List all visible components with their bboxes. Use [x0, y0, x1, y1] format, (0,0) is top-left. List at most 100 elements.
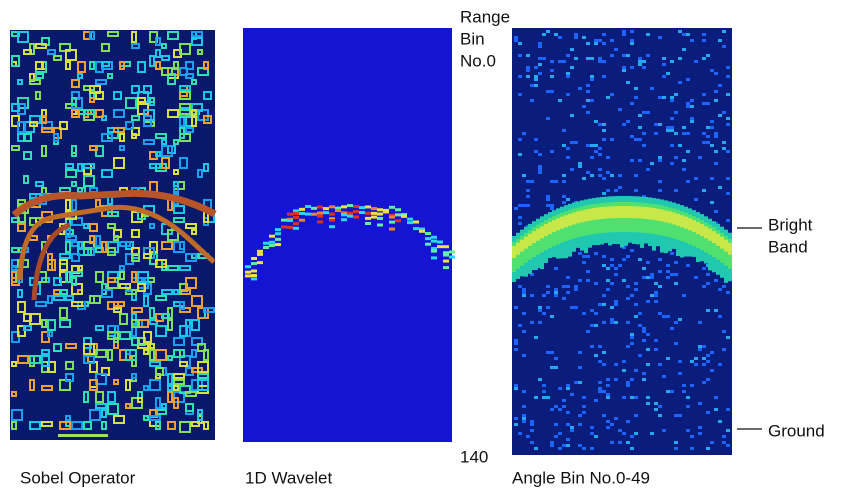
speckle — [726, 177, 730, 180]
wavelet-response — [395, 219, 401, 223]
wavelet-response — [329, 225, 335, 229]
edge-cell — [155, 49, 161, 58]
wavelet-response — [359, 206, 365, 210]
speckle — [722, 147, 726, 150]
edge-cell — [23, 175, 29, 184]
speckle — [610, 423, 614, 426]
speckle — [578, 366, 582, 369]
edge-cell — [71, 301, 83, 307]
speckle — [638, 159, 642, 162]
speckle — [526, 66, 530, 69]
speckle — [670, 252, 674, 255]
speckle — [606, 279, 610, 282]
edge-cell — [149, 163, 161, 169]
speckle — [706, 102, 710, 105]
speckle — [718, 84, 722, 87]
wavelet-response — [245, 274, 251, 278]
edge-cell — [59, 259, 68, 271]
speckle — [606, 396, 610, 399]
speckle — [722, 141, 726, 144]
wavelet-response — [311, 212, 317, 216]
speckle — [514, 36, 518, 39]
edge-cell — [125, 379, 131, 391]
speckle — [550, 150, 554, 153]
speckle — [722, 330, 726, 333]
speckle — [690, 447, 694, 450]
edge-cell — [77, 265, 83, 271]
edge-cell — [65, 163, 74, 169]
edge-cell — [53, 55, 62, 61]
edge-cell — [65, 271, 71, 283]
wavelet-response — [299, 207, 305, 211]
speckle — [682, 294, 686, 297]
edge-cell — [113, 307, 122, 313]
edge-cell — [17, 121, 26, 133]
speckle — [578, 351, 582, 354]
speckle — [610, 318, 614, 321]
speckle — [690, 105, 694, 108]
edge-cell — [71, 199, 77, 211]
speckle — [614, 189, 618, 192]
speckle — [726, 117, 730, 120]
edge-cell — [17, 355, 29, 364]
edge-cell — [185, 403, 194, 412]
speckle — [654, 348, 658, 351]
speckle — [630, 333, 634, 336]
edge-cell — [101, 133, 113, 142]
edge-cell — [113, 127, 125, 133]
speckle — [598, 57, 602, 60]
speckle — [554, 423, 558, 426]
speckle — [594, 312, 598, 315]
speckle — [594, 42, 598, 45]
speckle — [562, 405, 566, 408]
speckle — [630, 342, 634, 345]
band-core — [616, 206, 620, 219]
band-core — [512, 246, 516, 258]
speckle — [566, 285, 570, 288]
speckle — [566, 384, 570, 387]
axis-label: Range — [460, 7, 510, 26]
speckle — [630, 42, 634, 45]
speckle — [514, 207, 518, 210]
speckle — [614, 300, 618, 303]
speckle — [686, 396, 690, 399]
speckle — [518, 153, 522, 156]
speckle — [590, 174, 594, 177]
band-core — [524, 236, 528, 249]
edge-cell — [89, 235, 95, 244]
speckle — [554, 366, 558, 369]
edge-cell — [131, 271, 137, 283]
edge-cell — [83, 391, 89, 403]
edge-cell — [167, 31, 179, 40]
speckle — [630, 159, 634, 162]
edge-cell — [149, 307, 155, 319]
speckle — [582, 447, 586, 450]
speckle — [578, 279, 582, 282]
speckle — [666, 264, 670, 267]
edge-cell — [161, 289, 173, 295]
edge-cell — [65, 361, 74, 370]
speckle — [670, 129, 674, 132]
speckle — [678, 372, 682, 375]
speckle — [618, 186, 622, 189]
wavelet-response — [299, 218, 305, 222]
wavelet-response — [251, 257, 257, 261]
wavelet-response — [389, 205, 395, 209]
speckle — [602, 60, 606, 63]
wavelet-response — [371, 207, 377, 211]
speckle — [674, 189, 678, 192]
speckle — [558, 36, 562, 39]
edge-cell — [179, 85, 191, 91]
edge-cell — [41, 319, 47, 328]
speckle — [582, 177, 586, 180]
speckle — [598, 381, 602, 384]
speckle — [558, 387, 562, 390]
speckle — [550, 408, 554, 411]
speckle — [522, 330, 526, 333]
edge-cell — [35, 43, 47, 49]
wavelet-response — [323, 211, 329, 215]
edge-cell — [143, 253, 152, 259]
speckle — [538, 309, 542, 312]
band-core — [608, 206, 612, 219]
speckle — [662, 429, 666, 432]
